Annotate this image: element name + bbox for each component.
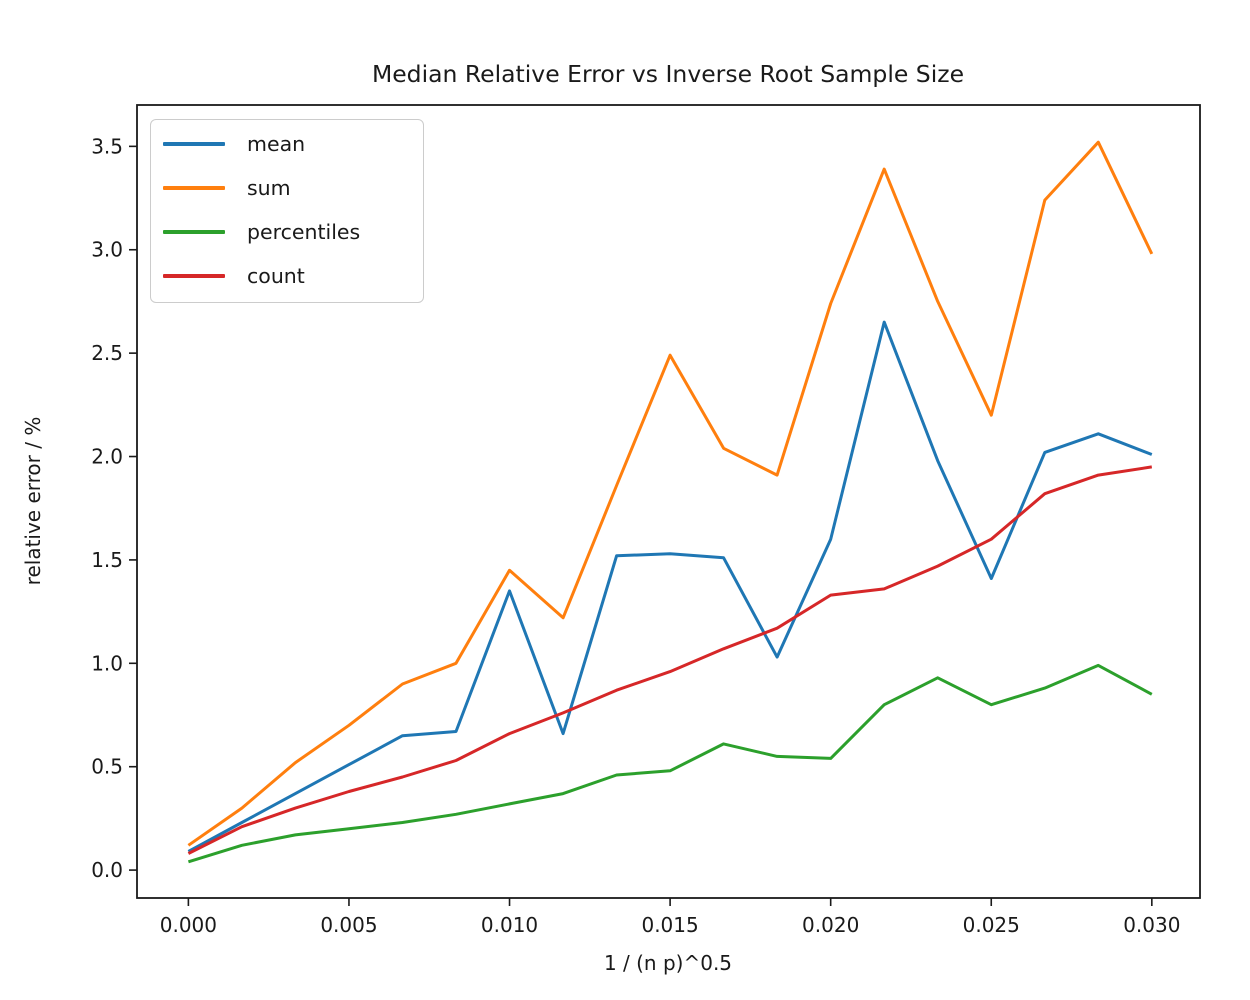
x-axis-label: 1 / (n p)^0.5 <box>604 951 732 975</box>
legend-label: percentiles <box>247 220 361 244</box>
series-line-percentiles <box>187 663 1153 864</box>
legend-line-sample-percentiles <box>163 230 225 234</box>
y-tick-label: 0.5 <box>91 755 123 779</box>
chart-title: Median Relative Error vs Inverse Root Sa… <box>372 60 964 88</box>
y-tick-label: 3.5 <box>91 134 123 158</box>
x-tick-label: 0.000 <box>160 913 217 937</box>
x-tick-label: 0.005 <box>320 913 377 937</box>
x-tick-label: 0.025 <box>963 913 1020 937</box>
legend-label: count <box>247 264 305 288</box>
y-axis-label: relative error / % <box>21 417 45 586</box>
series-line-mean <box>187 320 1153 853</box>
series-line-sum <box>187 140 1154 847</box>
legend: mean sum percentiles count <box>150 119 424 303</box>
y-tick-label: 1.0 <box>91 651 123 675</box>
legend-line-sample-mean <box>163 142 225 146</box>
plot-area: 0.000 0.005 0.010 0.015 0.020 0.025 0.030 0.0 0.… <box>91 104 1201 937</box>
y-tick-label: 1.5 <box>91 548 123 572</box>
legend-item-mean: mean <box>163 131 407 157</box>
legend-line-sample-count <box>163 274 225 278</box>
legend-item-sum: sum <box>163 175 407 201</box>
series-line-count <box>187 465 1153 855</box>
x-tick-label: 0.010 <box>481 913 538 937</box>
x-tick-label: 0.015 <box>641 913 698 937</box>
plot-border <box>136 104 1201 899</box>
legend-item-count: count <box>163 263 407 289</box>
x-tick-label: 0.030 <box>1123 913 1180 937</box>
y-tick-label: 3.0 <box>91 238 123 262</box>
legend-line-sample-sum <box>163 186 225 190</box>
y-tick-label: 2.0 <box>91 445 123 469</box>
legend-item-percentiles: percentiles <box>163 219 407 245</box>
y-tick-label: 0.0 <box>91 858 123 882</box>
y-tick-label: 2.5 <box>91 341 123 365</box>
legend-label: mean <box>247 132 306 156</box>
legend-label: sum <box>247 176 291 200</box>
x-tick-label: 0.020 <box>802 913 859 937</box>
